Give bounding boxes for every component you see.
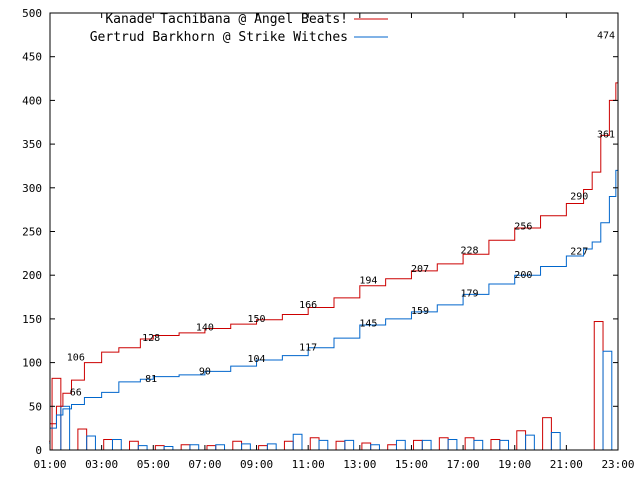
y-tick-label: 150	[22, 313, 42, 326]
annotation-label: 207	[411, 264, 429, 275]
bar-1-7	[241, 443, 251, 451]
annotation-label: 227	[570, 247, 588, 258]
y-tick-label: 0	[35, 444, 42, 457]
bar-0-3	[129, 440, 139, 451]
annotation-label: 159	[411, 306, 429, 317]
annotation-label: 128	[142, 333, 160, 344]
bar-0-8	[258, 445, 268, 451]
bar-1-11	[344, 439, 355, 451]
annotation-label: 179	[461, 289, 479, 300]
annotation-label: 150	[248, 314, 266, 325]
annotation-label: 140	[196, 323, 214, 334]
bar-0-5	[180, 444, 191, 451]
x-tick-label: 21:00	[550, 458, 583, 471]
bar-1-1	[86, 435, 96, 451]
bar-0-11	[335, 440, 346, 451]
annotation-label: 361	[597, 129, 615, 140]
bar-0-18	[516, 430, 527, 451]
annotation-label: 66	[70, 387, 82, 398]
bar-0-7	[232, 440, 243, 451]
legend-label-0: Kanade Tachibana @ Angel Beats!	[105, 12, 348, 27]
line-layer	[49, 35, 619, 444]
annotation-label: 228	[461, 246, 479, 257]
x-tick-label: 17:00	[447, 458, 480, 471]
annotation-label: 194	[359, 275, 377, 286]
bar-1-10	[318, 439, 329, 451]
bar-0-15	[438, 437, 449, 451]
x-tick-label: 15:00	[395, 458, 428, 471]
x-tick-label: 09:00	[240, 458, 273, 471]
bar-0-16	[464, 437, 475, 451]
annotation-label: 81	[145, 374, 157, 385]
annotation-label: 166	[299, 300, 317, 311]
x-tick-label: 03:00	[85, 458, 118, 471]
series-line-1	[49, 134, 619, 444]
annotation-label: 290	[570, 192, 588, 203]
bar-1-2	[111, 439, 122, 451]
bar-1-5	[189, 444, 200, 451]
annotation-label: 145	[359, 318, 377, 329]
bar-1-4	[163, 446, 174, 451]
y-tick-label: 50	[29, 400, 42, 413]
bar-1-13	[395, 439, 406, 451]
bar-0-14	[413, 439, 423, 451]
bar-0-9	[283, 440, 294, 451]
bar-0-17	[490, 439, 501, 451]
bar-0-2	[103, 439, 113, 451]
y-tick-label: 200	[22, 269, 42, 282]
bar-1-18	[525, 434, 535, 451]
y-tick-label: 100	[22, 357, 42, 370]
legend: Kanade Tachibana @ Angel Beats! Gertrud …	[90, 12, 388, 45]
annotation-label: 474	[597, 31, 615, 42]
x-tick-label: 19:00	[498, 458, 531, 471]
annotation-label: 90	[199, 366, 211, 377]
axes-layer: 0 50 100 150 200 250 300 350 400 450 500 01:00 03:00…	[22, 7, 634, 471]
x-tick-label: 23:00	[601, 458, 634, 471]
y-tick-label: 400	[22, 94, 42, 107]
annotation-label: 200	[514, 270, 532, 281]
bar-1-14	[421, 439, 432, 451]
legend-label-1: Gertrud Barkhorn @ Strike Witches	[90, 30, 348, 45]
annotation-label: 256	[514, 221, 532, 232]
bar-1-0	[60, 405, 71, 451]
bar-1-6	[215, 444, 226, 451]
x-tick-label: 07:00	[188, 458, 221, 471]
y-tick-label: 300	[22, 182, 42, 195]
bar-1-17	[499, 439, 510, 451]
bar-1-8	[266, 443, 277, 451]
bar-0-4	[154, 445, 165, 451]
bar-1-15	[447, 439, 458, 451]
bar-1-19	[550, 432, 561, 451]
bar-0-6	[206, 445, 217, 451]
bar-0-12	[361, 442, 372, 451]
bar-1-12	[370, 444, 380, 451]
y-tick-label: 500	[22, 7, 42, 20]
bar-1-16	[473, 439, 484, 451]
bar-1-20	[602, 350, 613, 451]
plot-frame	[49, 12, 619, 451]
x-tick-label: 05:00	[137, 458, 170, 471]
y-tick-label: 450	[22, 51, 42, 64]
bar-layer	[51, 321, 613, 451]
bar-1-3	[137, 445, 148, 451]
y-tick-label: 250	[22, 226, 42, 239]
annotation-label: 104	[248, 354, 266, 365]
x-tick-label: 13:00	[343, 458, 376, 471]
x-tick-label: 11:00	[292, 458, 325, 471]
bar-0-1	[77, 428, 88, 451]
y-tick-label: 350	[22, 138, 42, 151]
series-line-0	[49, 35, 619, 442]
bar-0-10	[309, 437, 320, 451]
x-tick-label: 01:00	[33, 458, 66, 471]
bar-0-13	[387, 444, 397, 451]
bar-1-9	[292, 433, 303, 451]
annotation-layer: 106 128 140 150 166 194 207 228 256 290 474 66 81 90 1…	[67, 31, 615, 399]
bar-0-20	[593, 321, 604, 451]
bar-0-19	[542, 417, 552, 451]
annotation-label: 117	[299, 343, 317, 354]
annotation-label: 106	[67, 352, 85, 363]
